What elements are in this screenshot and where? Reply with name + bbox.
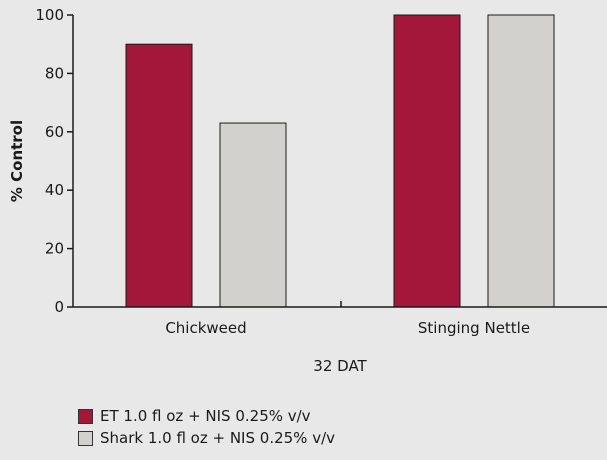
legend-label-et: ET 1.0 fl oz + NIS 0.25% v/v (100, 407, 311, 425)
bar-stinging-nettle-series-1 (487, 14, 555, 308)
y-tick-label-0: 0 (54, 298, 64, 316)
y-tick-label-40: 40 (45, 181, 64, 199)
x-ticks-group: Chickweed Stinging Nettle (165, 301, 530, 337)
y-tick-label-100: 100 (35, 6, 64, 24)
legend: ET 1.0 fl oz + NIS 0.25% v/v Shark 1.0 f… (78, 405, 335, 449)
legend-swatch-et (78, 408, 93, 424)
y-tick-label-20: 20 (45, 240, 64, 258)
bar-chickweed-series-1 (219, 122, 287, 308)
y-tick-label-80: 80 (45, 64, 64, 82)
legend-item-shark: Shark 1.0 fl oz + NIS 0.25% v/v (78, 427, 335, 449)
legend-swatch-shark (78, 430, 93, 446)
bar-chickweed-series-0 (125, 43, 193, 308)
legend-label-shark: Shark 1.0 fl oz + NIS 0.25% v/v (100, 429, 335, 447)
y-tick-label-60: 60 (45, 123, 64, 141)
y-ticks-group: 0 20 40 60 80 100 (35, 6, 73, 316)
bar-stinging-nettle-series-0 (393, 14, 461, 308)
bars-group (125, 14, 555, 308)
x-axis-title: 32 DAT (313, 357, 367, 375)
legend-item-et: ET 1.0 fl oz + NIS 0.25% v/v (78, 405, 335, 427)
x-category-label-chickweed: Chickweed (165, 319, 246, 337)
y-axis-title: % Control (8, 120, 26, 202)
x-category-label-stinging-nettle: Stinging Nettle (418, 319, 530, 337)
